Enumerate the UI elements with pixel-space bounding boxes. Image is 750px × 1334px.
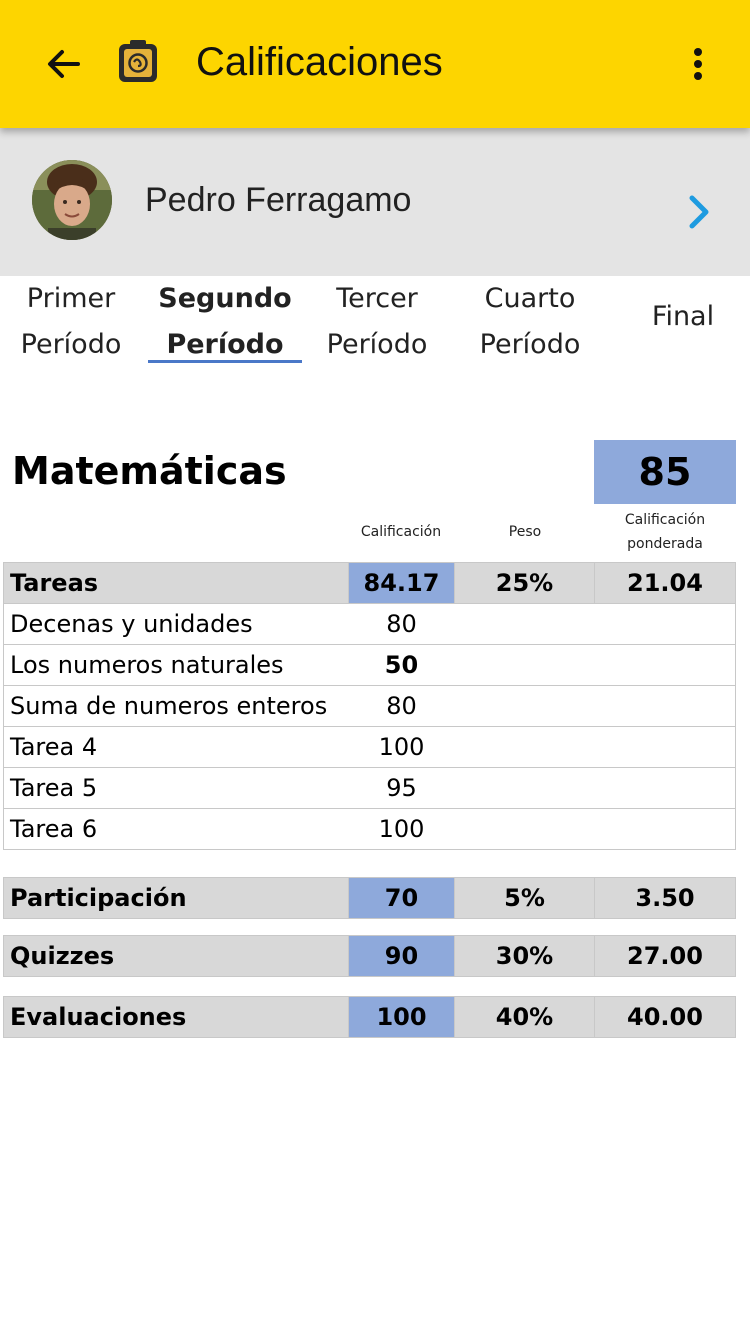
assignment-name: Tarea 5	[3, 767, 349, 809]
category-weighted-grade: 3.50	[594, 877, 736, 919]
category-weight: 25%	[454, 562, 595, 604]
assignment-row[interactable]: Tarea 5 95	[3, 767, 736, 809]
category-grade: 100	[348, 996, 455, 1038]
tab-label-line1: Segundo	[158, 283, 292, 314]
category-weighted-grade: 27.00	[594, 935, 736, 977]
evaluaciones-table: Evaluaciones 100 40% 40.00	[3, 996, 736, 1038]
tab-tercer-periodo[interactable]: Tercer Período	[300, 276, 454, 368]
assignment-grade-failing: 50	[348, 644, 455, 686]
page-title: Calificaciones	[196, 40, 443, 84]
student-name: Pedro Ferragamo	[145, 181, 412, 219]
category-grade: 90	[348, 935, 455, 977]
empty-cell	[594, 767, 736, 809]
assignment-grade: 95	[348, 767, 455, 809]
category-weight: 5%	[454, 877, 595, 919]
chevron-right-icon[interactable]	[680, 190, 716, 234]
final-grade-badge: 85	[594, 440, 736, 504]
category-row-quizzes[interactable]: Quizzes 90 30% 27.00	[3, 935, 736, 977]
assignment-grade: 80	[348, 685, 455, 727]
tab-label-line2: Período	[479, 329, 581, 360]
category-name: Quizzes	[3, 935, 349, 977]
more-vertical-icon	[694, 48, 702, 56]
category-grade: 84.17	[348, 562, 455, 604]
active-tab-indicator	[148, 360, 302, 363]
assignment-name: Decenas y unidades	[3, 603, 349, 645]
empty-cell	[594, 644, 736, 686]
category-row-participacion[interactable]: Participación 70 5% 3.50	[3, 877, 736, 919]
empty-cell	[594, 726, 736, 768]
empty-cell	[454, 726, 595, 768]
assignment-row[interactable]: Decenas y unidades 80	[3, 603, 736, 645]
empty-cell	[454, 685, 595, 727]
subject-title: Matemáticas	[12, 449, 287, 493]
assignment-row[interactable]: Tarea 4 100	[3, 726, 736, 768]
assignment-row[interactable]: Suma de numeros enteros 80	[3, 685, 736, 727]
empty-cell	[454, 603, 595, 645]
category-weighted-grade: 21.04	[594, 562, 736, 604]
assignment-name: Tarea 6	[3, 808, 349, 850]
tab-label-line2: Período	[166, 329, 284, 360]
tab-label-line2: Período	[20, 329, 122, 360]
empty-cell	[454, 644, 595, 686]
empty-cell	[594, 808, 736, 850]
category-row-tareas[interactable]: Tareas 84.17 25% 21.04	[3, 562, 736, 604]
tab-label-line1: Tercer	[336, 283, 418, 314]
category-grade: 70	[348, 877, 455, 919]
back-button[interactable]	[38, 38, 90, 90]
student-row[interactable]: Pedro Ferragamo	[0, 128, 750, 276]
tareas-table: Tareas 84.17 25% 21.04 Decenas y unidade…	[3, 562, 736, 850]
tab-final[interactable]: Final	[606, 294, 750, 340]
category-weight: 30%	[454, 935, 595, 977]
assignment-name: Los numeros naturales	[3, 644, 349, 686]
category-weight: 40%	[454, 996, 595, 1038]
column-header-grade: Calificación	[360, 524, 442, 540]
column-header-weighted-line2: ponderada	[627, 536, 703, 552]
empty-cell	[454, 808, 595, 850]
arrow-back-icon	[48, 50, 80, 78]
category-name: Participación	[3, 877, 349, 919]
more-vertical-dot	[694, 60, 702, 68]
tab-primer-periodo[interactable]: Primer Período	[0, 276, 148, 368]
quizzes-table: Quizzes 90 30% 27.00	[3, 935, 736, 977]
empty-cell	[594, 603, 736, 645]
column-header-weighted-line1: Calificación	[624, 512, 706, 528]
tab-segundo-periodo[interactable]: Segundo Período	[148, 276, 302, 368]
assignment-row[interactable]: Los numeros naturales 50	[3, 644, 736, 686]
avatar	[32, 160, 112, 240]
category-name: Evaluaciones	[3, 996, 349, 1038]
empty-cell	[594, 685, 736, 727]
tab-label-line1: Primer	[26, 283, 116, 314]
column-header-weight: Peso	[508, 524, 542, 540]
category-weighted-grade: 40.00	[594, 996, 736, 1038]
tab-label-line1: Final	[651, 301, 715, 332]
assignment-grade: 100	[348, 808, 455, 850]
assignment-grade: 100	[348, 726, 455, 768]
tab-label-line2: Período	[326, 329, 428, 360]
tab-label-line1: Cuarto	[484, 283, 576, 314]
empty-cell	[454, 767, 595, 809]
assignment-name: Tarea 4	[3, 726, 349, 768]
more-vertical-dot	[694, 72, 702, 80]
assignment-name: Suma de numeros enteros	[3, 685, 349, 727]
clipboard-logo-icon	[116, 38, 160, 84]
category-name: Tareas	[3, 562, 349, 604]
column-header-weighted: Calificación ponderada	[594, 508, 736, 556]
assignment-row[interactable]: Tarea 6 100	[3, 808, 736, 850]
app-bar: Calificaciones	[0, 0, 750, 128]
participacion-table: Participación 70 5% 3.50	[3, 877, 736, 919]
assignment-grade: 80	[348, 603, 455, 645]
overflow-menu-button[interactable]	[680, 42, 716, 86]
category-row-evaluaciones[interactable]: Evaluaciones 100 40% 40.00	[3, 996, 736, 1038]
period-tabs: Primer Período Segundo Período Tercer Pe…	[0, 276, 750, 368]
tab-cuarto-periodo[interactable]: Cuarto Período	[453, 276, 607, 368]
